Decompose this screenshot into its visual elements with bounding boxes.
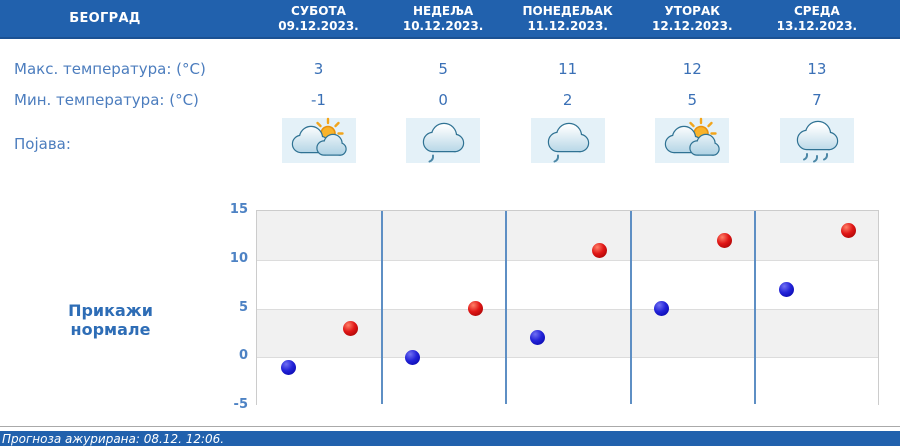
max-temp-value-0: 3 bbox=[313, 60, 324, 78]
forecast-updated-text: Прогноза ажурирана: 08.12. 12:06. bbox=[2, 431, 225, 446]
chart-day-divider bbox=[380, 211, 383, 404]
chart-band bbox=[257, 211, 878, 260]
footer-divider bbox=[0, 426, 900, 427]
y-tick-label: 10 bbox=[229, 250, 248, 266]
chart-y-axis: 15 10 5 0 -5 bbox=[196, 202, 248, 412]
partly-cloudy-icon bbox=[281, 117, 356, 163]
footer-bar: Прогноза ажурирана: 08.12. 12:06. bbox=[0, 431, 900, 446]
chart-day-divider bbox=[754, 211, 757, 404]
max-temp-value-4: 13 bbox=[807, 60, 827, 78]
drizzle-icon bbox=[406, 117, 481, 163]
min-temp-value-0: -1 bbox=[311, 91, 326, 109]
day-column-wednesday: СРЕДА 13.12.2023. bbox=[754, 0, 879, 37]
min-temp-value-1: 0 bbox=[438, 91, 448, 109]
data-point-min-4 bbox=[779, 281, 795, 297]
data-point-max-2 bbox=[592, 242, 608, 258]
min-temp-row-label: Мин. температура: (°C) bbox=[14, 91, 199, 109]
max-temp-value-3: 12 bbox=[682, 60, 702, 78]
day-column-monday: ПОНЕДЕЉАК 11.12.2023. bbox=[505, 0, 630, 37]
day-name: СУБОТА bbox=[291, 3, 346, 18]
city-label: БЕОГРАД bbox=[69, 11, 141, 26]
chart-band bbox=[257, 308, 878, 358]
max-temp-value-2: 11 bbox=[558, 60, 578, 78]
data-point-max-1 bbox=[467, 301, 483, 316]
day-name: НЕДЕЉА bbox=[412, 3, 474, 18]
header-bar: БЕОГРАД СУБОТА 09.12.2023. НЕДЕЉА 10.12.… bbox=[0, 0, 900, 39]
chart-gridline bbox=[257, 259, 878, 261]
rain-icon bbox=[779, 117, 854, 163]
show-normals-button[interactable]: Прикажи нормале bbox=[68, 301, 153, 339]
day-column-sunday: НЕДЕЉА 10.12.2023. bbox=[381, 0, 506, 37]
chart-day-divider bbox=[505, 211, 508, 404]
min-temp-value-2: 2 bbox=[562, 91, 573, 109]
data-point-max-4 bbox=[841, 223, 857, 238]
day-date: 13.12.2023. bbox=[776, 18, 858, 33]
day-column-saturday: СУБОТА 09.12.2023. bbox=[256, 0, 381, 37]
y-tick-label: -5 bbox=[233, 397, 248, 412]
min-temp-value-3: 5 bbox=[687, 91, 698, 109]
chart-band bbox=[257, 259, 878, 309]
day-name: ПОНЕДЕЉАК bbox=[522, 3, 613, 18]
chart-gridline bbox=[257, 308, 878, 310]
day-date: 10.12.2023. bbox=[402, 18, 484, 33]
temperature-chart: 15 10 5 0 -5 bbox=[0, 202, 900, 412]
y-tick-label: 15 bbox=[229, 202, 248, 217]
data-point-min-1 bbox=[405, 349, 421, 365]
max-temp-row-label: Макс. температура: (°C) bbox=[14, 60, 206, 78]
data-point-min-2 bbox=[529, 330, 545, 346]
day-date: 09.12.2023. bbox=[278, 18, 359, 33]
day-date: 12.12.2023. bbox=[652, 18, 733, 33]
y-tick-label: 5 bbox=[238, 299, 248, 315]
day-date: 11.12.2023. bbox=[527, 18, 608, 33]
phenomenon-row-label: Појава: bbox=[14, 135, 71, 153]
day-name: УТОРАК bbox=[664, 3, 721, 18]
data-point-min-0 bbox=[280, 359, 296, 375]
day-name: СРЕДА bbox=[794, 3, 840, 18]
data-point-max-3 bbox=[716, 232, 732, 248]
chart-band bbox=[257, 357, 878, 406]
partly-cloudy-icon bbox=[655, 117, 730, 163]
day-column-tuesday: УТОРАК 12.12.2023. bbox=[630, 0, 755, 37]
drizzle-icon bbox=[530, 117, 605, 163]
min-temp-value-4: 7 bbox=[812, 91, 822, 109]
data-point-max-0 bbox=[342, 320, 358, 336]
chart-day-divider bbox=[629, 211, 632, 404]
max-temp-value-1: 5 bbox=[438, 60, 448, 78]
data-point-min-3 bbox=[654, 301, 670, 316]
chart-plot bbox=[256, 210, 879, 406]
chart-gridline bbox=[257, 357, 878, 359]
y-tick-label: 0 bbox=[238, 348, 248, 364]
